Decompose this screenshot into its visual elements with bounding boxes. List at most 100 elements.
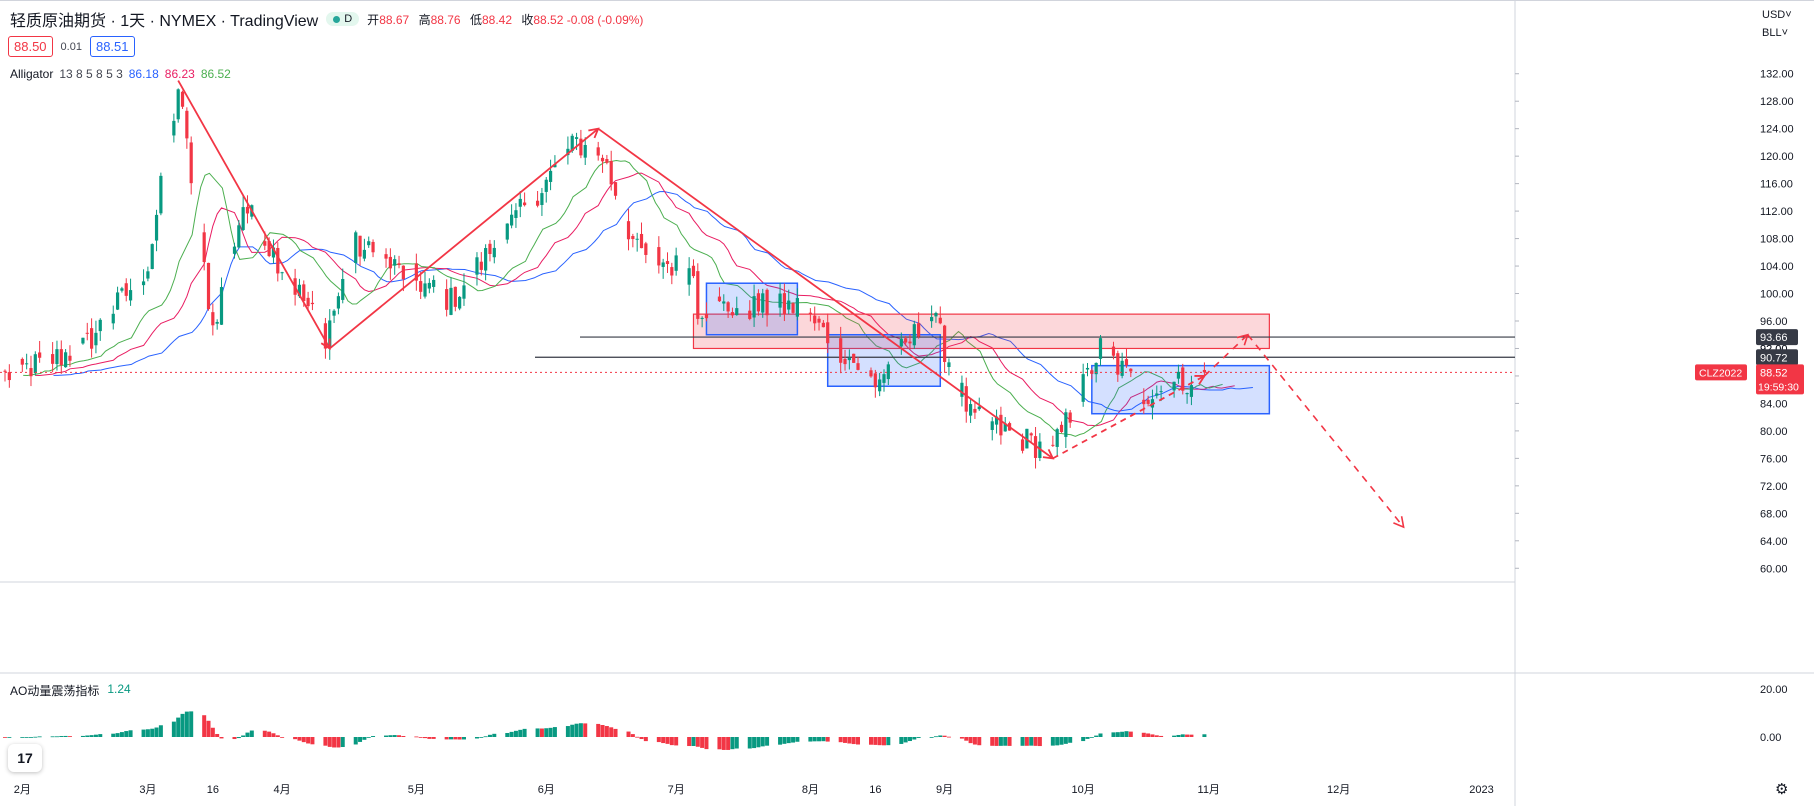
ao-bar (964, 737, 969, 741)
ao-bar (1115, 732, 1120, 737)
candle (943, 324, 947, 373)
ao-bar (730, 737, 735, 750)
candle-body (1094, 362, 1098, 375)
candle (1146, 395, 1150, 407)
buy-price-button[interactable]: 88.51 (89, 36, 135, 57)
symbol-title[interactable]: 轻质原油期货 · 1天 · NYMEX · TradingView (10, 13, 319, 30)
sell-price-button[interactable]: 88.50 (8, 36, 53, 57)
candle (64, 349, 68, 368)
ao-bar (990, 737, 995, 746)
candle-body (839, 338, 843, 363)
alligator-legend[interactable]: Alligator 13 8 5 8 5 3 86.18 86.23 86.52 (10, 67, 231, 81)
candle (427, 278, 431, 294)
candle (492, 240, 496, 264)
candle (388, 248, 392, 280)
candle (960, 375, 964, 407)
tradingview-logo-icon[interactable]: 17 (8, 744, 42, 772)
candle-body (826, 322, 830, 344)
gear-icon[interactable]: ⚙ (1775, 781, 1789, 798)
high-value: 88.76 (430, 12, 461, 27)
ao-bar (236, 737, 241, 739)
candle (839, 326, 843, 374)
ao-bar (431, 737, 436, 739)
market-status-badge[interactable]: D (326, 12, 360, 26)
ao-bar (600, 725, 605, 737)
ao-value: 1.24 (107, 682, 131, 696)
candle-body (458, 296, 462, 309)
candle (778, 282, 782, 317)
candle (782, 283, 786, 322)
candle-body (25, 363, 29, 365)
candle (934, 311, 938, 323)
candle-body (917, 323, 921, 337)
candle (358, 235, 362, 266)
ao-bar (141, 729, 146, 737)
ao-bar (968, 737, 973, 744)
candle-body (938, 317, 942, 324)
ao-bar (306, 737, 311, 744)
candle (276, 242, 280, 282)
ao-bar (301, 737, 306, 743)
candle-body (1116, 353, 1120, 375)
ao-bar (643, 737, 648, 742)
candle (726, 301, 730, 318)
ao-bar (570, 724, 575, 737)
trend-segment (1052, 375, 1205, 460)
ao-bar (115, 733, 120, 737)
candle-body (726, 302, 730, 312)
ao-bar (535, 728, 540, 737)
candle-body (999, 414, 1003, 436)
candle (180, 90, 185, 109)
ao-bar (327, 737, 332, 747)
ao-bar (513, 730, 518, 737)
ao-bar (444, 737, 449, 740)
ao-legend[interactable]: AO动量震荡指标 1.24 (10, 682, 131, 699)
candle-body (904, 338, 908, 343)
ao-bar (873, 737, 878, 745)
candle-body (943, 325, 947, 362)
candle (237, 220, 241, 249)
ao-bar (1189, 734, 1194, 737)
candle-body (358, 235, 362, 257)
currency-code[interactable]: USD˅ (1762, 9, 1792, 21)
ao-bar (656, 737, 661, 743)
candle-body (124, 283, 128, 296)
ao-bar (1159, 735, 1164, 737)
candle-body (968, 404, 973, 416)
candle (730, 307, 735, 318)
candle (808, 308, 812, 322)
ao-bar (630, 734, 635, 737)
candle (419, 271, 423, 300)
candle-body (90, 328, 94, 349)
candle-body (574, 137, 579, 139)
candle-body (813, 315, 817, 324)
ao-bar (336, 737, 341, 748)
ao-bar (851, 737, 856, 745)
ao-bar (89, 735, 94, 737)
ao-tick-label: 0.00 (1760, 732, 1781, 744)
ao-bar (825, 737, 830, 742)
ao-bar (907, 737, 912, 742)
projection-segment (1203, 334, 1249, 377)
candle (626, 208, 631, 251)
candle-body (644, 243, 648, 255)
candle-body (639, 233, 644, 249)
candle-body (583, 144, 587, 158)
ao-bar (457, 737, 462, 740)
candle (791, 302, 795, 314)
unit-code[interactable]: BLL˅ (1762, 27, 1788, 39)
y-tick-label: 68.00 (1760, 508, 1788, 520)
ao-bar (613, 728, 618, 737)
ao-bar (583, 723, 588, 737)
candle (938, 306, 942, 325)
candle (605, 154, 609, 165)
currency-selector[interactable]: USD˅ BLL˅ (1762, 6, 1792, 42)
candle (128, 278, 133, 306)
candle-body (202, 232, 206, 262)
candle-body (661, 262, 665, 267)
ao-bar (150, 728, 155, 737)
ao-bar (946, 736, 951, 738)
ao-bar (1033, 737, 1038, 746)
ao-bar (795, 737, 800, 742)
